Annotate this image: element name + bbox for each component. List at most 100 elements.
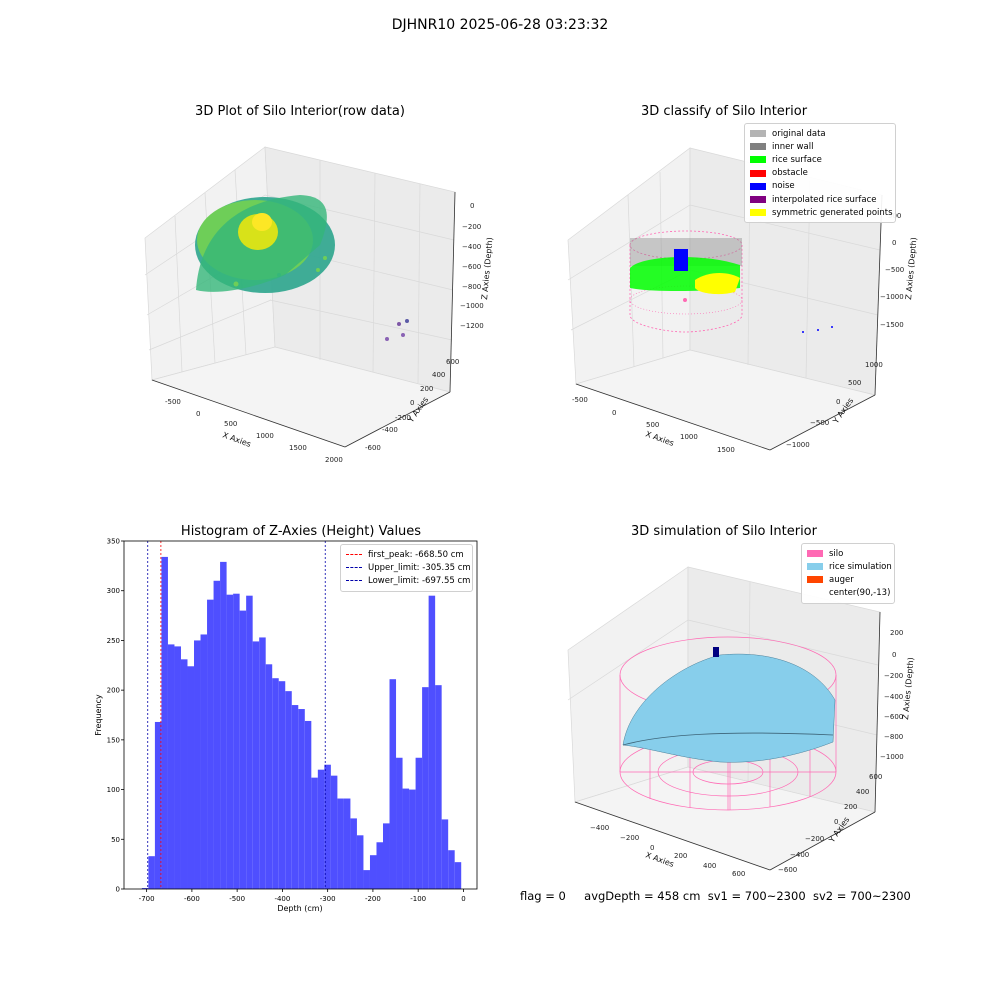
legend-item: Upper_limit: -305.35 cm: [346, 561, 471, 574]
simulation-ytick: 0: [834, 818, 838, 826]
raw-xtick: 1000: [256, 432, 274, 440]
histogram-bar: [304, 720, 312, 889]
histogram-bar: [441, 819, 449, 889]
raw-ztick: −800: [462, 283, 481, 291]
histogram-bar: [298, 709, 305, 889]
classify-plot-title: 3D classify of Silo Interior: [640, 104, 808, 119]
simulation-silo: [619, 636, 837, 811]
raw-ytick: -400: [382, 426, 398, 434]
legend-swatch: [807, 550, 823, 558]
classify-xtick: 0: [612, 409, 616, 417]
histogram-bar: [265, 664, 273, 889]
legend-item: inner wall: [750, 140, 890, 153]
histogram-bar: [278, 681, 286, 889]
raw-tick-labels: -500 0 500 1000 1500 2000 -600 -400 -200…: [165, 202, 484, 464]
simulation-xtick: 200: [674, 852, 687, 860]
simulation-ztick: −600: [884, 713, 903, 721]
classify-ztick: 0: [892, 239, 896, 247]
simulation-ztick: 200: [890, 629, 903, 637]
histogram-bar: [285, 691, 292, 889]
histogram-xtick-label: -300: [320, 895, 336, 903]
simulation-ytick: 600: [869, 773, 882, 781]
histogram-bar: [246, 595, 253, 889]
simulation-ztick: −200: [884, 672, 903, 680]
legend-item: auger: [807, 573, 889, 586]
histogram-bar: [376, 842, 384, 889]
histogram-title: Histogram of Z-Axies (Height) Values: [180, 524, 422, 539]
simulation-legend: silo rice simulation auger center(90,-13…: [801, 543, 895, 604]
histogram-xticks: -700 -600 -500 -400 -300 -200 -100 0: [139, 889, 466, 903]
histogram-bar: [154, 721, 162, 889]
classify-xtick: -500: [572, 396, 588, 404]
raw-ytick: 400: [432, 371, 445, 379]
histogram-ytick-label: 200: [107, 687, 120, 695]
simulation-xtick: −200: [620, 834, 639, 842]
raw-ztick: −400: [462, 243, 481, 251]
histogram-bar: [220, 561, 227, 889]
legend-item: Lower_limit: -697.55 cm: [346, 574, 470, 587]
classify-ztick: −1000: [880, 293, 904, 301]
classify-ytick: 1000: [865, 361, 883, 369]
raw-ztick: −1000: [460, 302, 484, 310]
raw-xtick: 0: [196, 410, 200, 418]
histogram-bar: [369, 855, 377, 889]
legend-swatch: [750, 182, 766, 190]
classify-silo-cloud: [629, 230, 833, 333]
legend-swatch: [750, 169, 766, 177]
legend-swatch: [807, 576, 823, 584]
status-footer: flag = 0 avgDepth = 458 cm sv1 = 700~230…: [520, 889, 911, 903]
classify-xtick: 1000: [680, 433, 698, 441]
legend-line: [346, 554, 362, 556]
raw-xtick: 500: [224, 420, 237, 428]
raw-plot-title: 3D Plot of Silo Interior(row data): [195, 104, 405, 119]
simulation-ztick: −800: [884, 733, 903, 741]
histogram-bar: [200, 634, 208, 889]
histogram-ytick-label: 100: [107, 786, 120, 794]
histogram-bar: [207, 599, 214, 889]
sv2-text: sv2 = 700~2300: [812, 889, 911, 903]
raw-ztick: −1200: [460, 322, 484, 330]
simulation-ztick: −1000: [880, 753, 904, 761]
simulation-xtick: 0: [650, 844, 654, 852]
histogram-bar: [428, 595, 436, 889]
classify-ztick: −1500: [880, 321, 904, 329]
histogram-bar: [383, 823, 390, 889]
histogram-bar: [454, 862, 462, 889]
legend-line: [346, 567, 362, 569]
histogram-xlabel: Depth (cm): [277, 904, 322, 913]
histogram-xtick-label: -700: [139, 895, 155, 903]
histogram-bar: [259, 637, 266, 889]
legend-item: first_peak: -668.50 cm: [346, 548, 467, 561]
raw-ytick: 200: [420, 385, 433, 393]
simulation-ztick: 0: [892, 651, 896, 659]
histogram-bar: [148, 856, 155, 889]
histogram-bar: [350, 818, 357, 889]
histogram-bar: [187, 666, 195, 889]
histogram-bar: [239, 610, 247, 889]
raw-ytick: -600: [365, 444, 381, 452]
raw-rice-cloud: [195, 195, 409, 341]
histogram-bar: [252, 641, 260, 889]
histogram-bar: [422, 687, 429, 889]
histogram-bar: [343, 798, 351, 889]
histogram-vlines: [147, 541, 326, 889]
raw-xtick: -500: [165, 398, 181, 406]
legend-swatch: [750, 196, 766, 204]
histogram-xtick-label: 0: [461, 895, 465, 903]
histogram-bar: [409, 789, 416, 889]
legend-swatch: [750, 209, 766, 217]
histogram-bar: [389, 679, 397, 889]
histogram-xtick-label: -400: [274, 895, 290, 903]
histogram-bar: [415, 757, 423, 889]
histogram-bar: [324, 764, 331, 889]
histogram-bar: [174, 646, 181, 889]
simulation-ytick: −400: [790, 851, 809, 859]
histogram-bar: [402, 788, 410, 889]
legend-item: symmetric generated points: [750, 206, 893, 219]
raw-xtick: 2000: [325, 456, 343, 464]
histogram-bar: [272, 678, 279, 889]
simulation-xtick: 600: [732, 870, 745, 878]
classify-legend: original data inner wall rice surface ob…: [744, 123, 896, 224]
flag-text: flag = 0: [520, 889, 566, 903]
